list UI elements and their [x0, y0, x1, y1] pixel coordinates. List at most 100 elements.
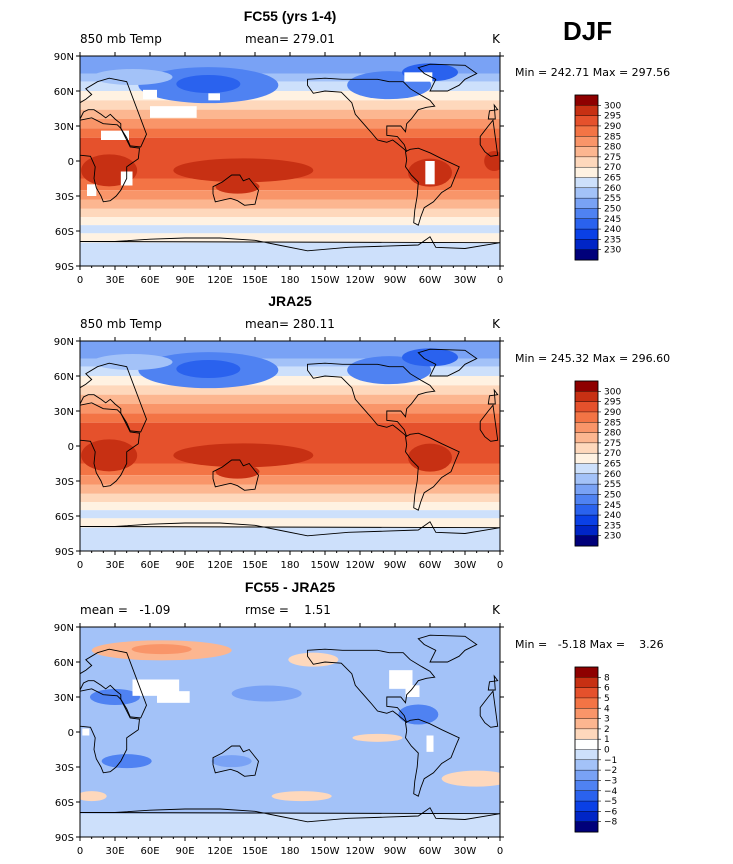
x-tick-label: 0	[77, 560, 83, 571]
field	[80, 56, 500, 266]
x-tick-label: 180	[280, 846, 299, 857]
colorbar-label: 300	[604, 101, 621, 111]
colorbar-label: 230	[604, 532, 621, 542]
coastline-southAmerica	[405, 147, 460, 226]
missing-data-patch	[101, 130, 129, 140]
siberia-cold-core	[176, 75, 241, 93]
colorbar-label: 5	[604, 694, 610, 704]
temperature-band	[80, 376, 500, 386]
map-panel-1: FC55 (yrs 1-4) 850 mb Temp mean= 279.01 K 0 3…	[54, 8, 670, 286]
coastline-africa-east	[479, 690, 499, 728]
colorbar-swatch	[574, 125, 599, 137]
temperature-band	[80, 413, 500, 423]
colorbar-label: 300	[604, 387, 621, 397]
x-tick-label: 150E	[242, 846, 267, 857]
x-tick-label: 180	[280, 560, 299, 571]
missing-data-patch	[425, 161, 435, 185]
y-tick-label: 0	[68, 157, 74, 168]
colorbar-swatch	[574, 452, 599, 465]
colorbar-label: −2	[604, 766, 617, 776]
coastline-eurasia-west	[80, 362, 147, 433]
temperature-band	[80, 510, 500, 519]
colorbar-swatch	[574, 494, 599, 506]
colorbar-swatch	[574, 525, 599, 537]
east-pacific-warm	[352, 733, 403, 742]
x-tick-label: 90E	[175, 560, 194, 571]
colorbar-swatch	[574, 749, 599, 761]
colorbar-swatch	[574, 228, 599, 240]
map-panel-3: FC55 - JRA25 mean = -1.09 rmse = 1.51 K 0 30E…	[54, 579, 664, 857]
y-tick-label: 30N	[54, 693, 74, 704]
coastline-greenland	[417, 348, 478, 377]
africa-warm	[81, 439, 138, 472]
temperature-band	[80, 73, 500, 82]
temperature-band	[80, 463, 500, 476]
colorbar-swatch	[574, 463, 599, 475]
colorbar-label: 250	[604, 204, 621, 214]
x-tick-label: 90E	[175, 846, 194, 857]
coastline-eurasia-west	[80, 648, 147, 719]
colorbar-swatch	[574, 115, 599, 127]
coastline-southAmerica	[405, 718, 460, 797]
colorbar-swatch	[574, 759, 599, 771]
y-tick-label: 60N	[54, 658, 74, 669]
warm-pool	[173, 443, 314, 468]
units-label: K	[492, 603, 501, 617]
colorbar-label: 260	[604, 470, 621, 480]
temperature-band	[80, 128, 500, 138]
colorbar-label: 270	[604, 449, 621, 459]
coastline-southAmerica	[405, 432, 460, 511]
coastline-antarctica	[80, 521, 500, 537]
australia-warm	[215, 464, 260, 479]
colorbar-swatch	[574, 422, 599, 434]
colorbar-label: 285	[604, 132, 621, 142]
colorbar-label: 265	[604, 460, 621, 470]
temperature-band	[80, 385, 500, 395]
rmse-label: rmse = 1.51	[245, 603, 331, 617]
min-max-label: Min = -5.18 Max = 3.26	[515, 638, 664, 651]
colorbar-swatch	[574, 197, 599, 209]
antarctic-band	[80, 813, 500, 837]
coastline-africa-west	[80, 688, 140, 774]
colorbar-swatch	[574, 432, 599, 444]
colorbar-label: 250	[604, 490, 621, 500]
colorbar-label: −3	[604, 776, 617, 786]
y-tick-label: 60S	[55, 512, 74, 523]
missing-data-patch	[150, 106, 197, 118]
coastline-australia	[212, 174, 259, 206]
colorbar-label: 290	[604, 408, 621, 418]
y-tick-label: 90S	[55, 262, 74, 273]
temperature-band	[80, 217, 500, 226]
x-tick-label: 150W	[311, 275, 340, 286]
colorbar: 3002952902852802752702652602552502452402…	[574, 380, 621, 547]
temperature-band	[80, 242, 500, 266]
colorbar-swatch	[574, 166, 599, 179]
colorbar-label: 285	[604, 418, 621, 428]
missing-data-patch	[208, 93, 220, 101]
colorbar-label: 1	[604, 735, 610, 745]
colorbar-label: 270	[604, 163, 621, 173]
southern-ocean-warm	[80, 791, 107, 802]
temperature-band	[80, 109, 500, 119]
colorbar-label: 255	[604, 480, 621, 490]
mean-label: mean = -1.09	[80, 603, 170, 617]
temperature-band	[80, 208, 500, 217]
missing-data-patch	[87, 184, 97, 196]
x-tick-label: 60E	[140, 846, 159, 857]
panel-title: FC55 - JRA25	[245, 579, 335, 595]
y-tick-label: 30S	[55, 763, 74, 774]
x-tick-label: 60W	[419, 846, 442, 857]
colorbar-swatch	[574, 187, 599, 199]
units-label: K	[492, 317, 501, 331]
colorbar-swatch	[574, 514, 599, 526]
missing-data-patch	[143, 89, 157, 100]
variable-label: 850 mb Temp	[80, 32, 162, 46]
colorbar-swatch	[574, 800, 599, 812]
coastline-greenland	[417, 63, 478, 92]
colorbar-swatch	[574, 473, 599, 485]
missing-data-patch	[82, 728, 90, 736]
pacific-cold-anomaly	[231, 685, 302, 702]
coastline-northAmerica	[307, 362, 436, 438]
x-tick-label: 150W	[311, 846, 340, 857]
